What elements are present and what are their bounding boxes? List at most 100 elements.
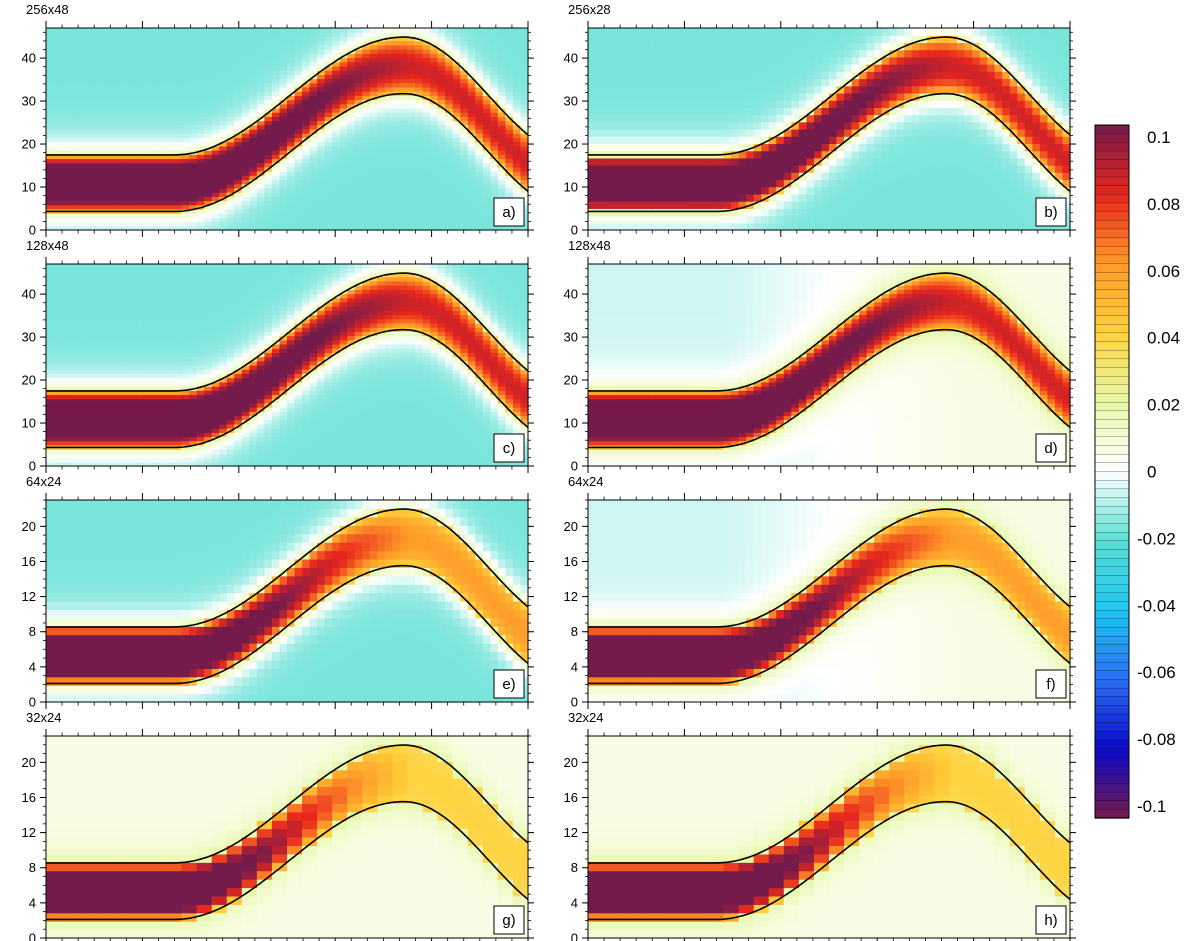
heatmap-cell — [844, 187, 852, 195]
heatmap-cell — [897, 71, 905, 79]
heatmap-cell — [408, 100, 416, 105]
heatmap-cell — [347, 133, 355, 138]
heatmap-cell — [46, 57, 54, 62]
heatmap-cell — [189, 112, 197, 117]
heatmap-cell — [370, 217, 378, 222]
heatmap-cell — [980, 136, 988, 144]
heatmap-cell — [408, 70, 416, 75]
heatmap-cell — [69, 95, 77, 100]
heatmap-cell — [114, 62, 122, 67]
heatmap-cell — [99, 196, 107, 201]
heatmap-cell — [151, 125, 159, 130]
heatmap-cell — [806, 100, 814, 108]
heatmap-cell — [392, 121, 400, 126]
heatmap-cell — [490, 133, 498, 138]
heatmap-cell — [340, 125, 348, 130]
heatmap-cell — [204, 154, 212, 159]
heatmap-cell — [159, 137, 167, 142]
heatmap-cell — [377, 163, 385, 168]
heatmap-cell — [460, 205, 468, 210]
heatmap-cell — [302, 91, 310, 96]
heatmap-cell — [663, 194, 671, 202]
heatmap-cell — [498, 66, 506, 71]
heatmap-cell — [227, 142, 235, 147]
heatmap-cell — [837, 194, 845, 202]
heatmap-cell — [980, 115, 988, 123]
heatmap-cell — [912, 64, 920, 72]
heatmap-cell — [317, 213, 325, 218]
heatmap-cell — [257, 66, 265, 71]
heatmap-cell — [1002, 201, 1010, 209]
heatmap-cell — [227, 213, 235, 218]
heatmap-cell — [791, 28, 799, 36]
heatmap-cell — [671, 223, 679, 231]
heatmap-cell — [189, 79, 197, 84]
heatmap-cell — [460, 184, 468, 189]
heatmap-cell — [686, 208, 694, 216]
heatmap-cell — [438, 142, 446, 147]
heatmap-cell — [475, 205, 483, 210]
heatmap-cell — [430, 137, 438, 142]
heatmap-cell — [355, 95, 363, 100]
heatmap-cell — [754, 122, 762, 130]
heatmap-cell — [980, 158, 988, 166]
heatmap-cell — [295, 32, 303, 37]
heatmap-cell — [498, 188, 506, 193]
heatmap-cell — [460, 108, 468, 113]
heatmap-cell — [272, 125, 280, 130]
heatmap-cell — [739, 187, 747, 195]
heatmap-cell — [325, 129, 333, 134]
heatmap-cell — [663, 57, 671, 65]
heatmap-cell — [272, 196, 280, 201]
heatmap-cell — [46, 66, 54, 71]
heatmap-cell — [310, 142, 318, 147]
heatmap-cell — [678, 187, 686, 195]
heatmap-cell — [972, 201, 980, 209]
heatmap-cell — [799, 79, 807, 87]
heatmap-cell — [310, 32, 318, 37]
heatmap-cell — [408, 95, 416, 100]
heatmap-cell — [596, 129, 604, 137]
heatmap-cell — [197, 83, 205, 88]
heatmap-cell — [1025, 194, 1033, 202]
heatmap-cell — [151, 175, 159, 180]
heatmap-cell — [980, 86, 988, 94]
heatmap-cell — [814, 194, 822, 202]
heatmap-cell — [867, 151, 875, 159]
heatmap-cell — [355, 32, 363, 37]
heatmap-cell — [151, 83, 159, 88]
heatmap-cell — [889, 64, 897, 72]
heatmap-cell — [423, 209, 431, 214]
heatmap-cell — [588, 35, 596, 43]
heatmap-cell — [445, 192, 453, 197]
heatmap-cell — [114, 137, 122, 142]
heatmap-cell — [678, 201, 686, 209]
heatmap-cell — [460, 192, 468, 197]
heatmap-cell — [106, 79, 114, 84]
heatmap-cell — [588, 194, 596, 202]
heatmap-cell — [84, 57, 92, 62]
heatmap-cell — [445, 116, 453, 121]
heatmap-cell — [377, 121, 385, 126]
heatmap-cell — [249, 163, 257, 168]
heatmap-cell — [46, 171, 54, 176]
heatmap-cell — [1047, 129, 1055, 137]
heatmap-cell — [904, 151, 912, 159]
heatmap-cell — [151, 163, 159, 168]
heatmap-cell — [588, 216, 596, 224]
heatmap-cell — [904, 129, 912, 137]
heatmap-cell — [310, 91, 318, 96]
heatmap-cell — [212, 150, 220, 155]
heatmap-cell — [370, 150, 378, 155]
heatmap-cell — [724, 143, 732, 151]
heatmap-cell — [287, 116, 295, 121]
heatmap-cell — [174, 171, 182, 176]
heatmap-cell — [829, 115, 837, 123]
heatmap-cell — [520, 104, 528, 109]
heatmap-cell — [475, 150, 483, 155]
heatmap-cell — [317, 196, 325, 201]
heatmap-cell — [430, 146, 438, 151]
heatmap-cell — [874, 172, 882, 180]
heatmap-cell — [520, 154, 528, 159]
heatmap-cell — [99, 192, 107, 197]
